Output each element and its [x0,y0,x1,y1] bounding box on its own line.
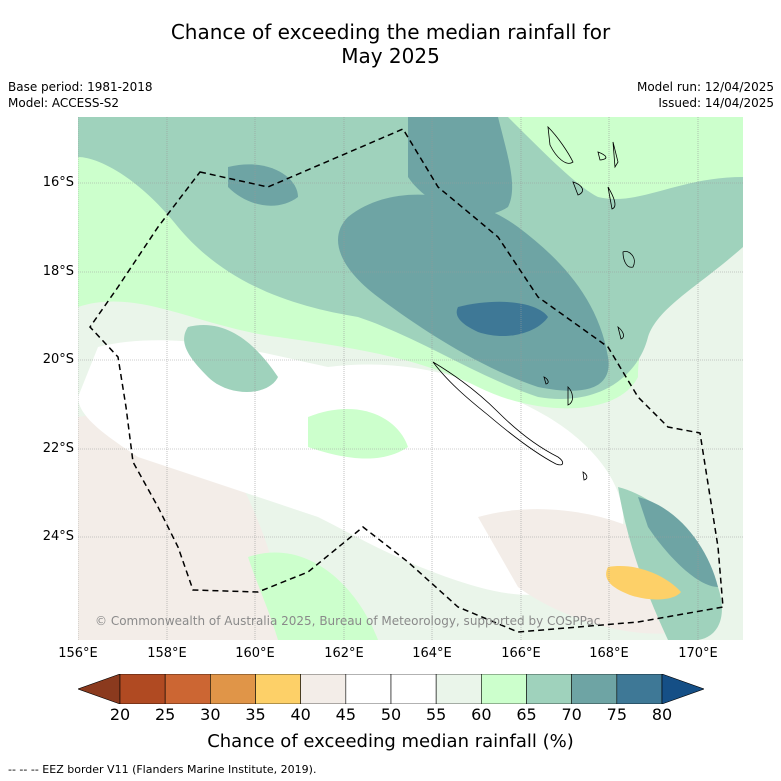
eez-border [89,128,724,633]
colorbar-swatch [435,674,482,704]
lat-label: 18°S [42,264,74,279]
colorbar-tick-label: 45 [335,705,356,724]
copyright-text: © Commonwealth of Australia 2025, Bureau… [95,614,601,628]
issued-date: Issued: 14/04/2025 [658,96,774,110]
colorbar-swatch [300,674,347,704]
colorbar-swatch [345,674,392,704]
region-65-south [248,552,378,640]
colorbar-label: Chance of exceeding median rainfall (%) [207,731,574,752]
colorbar-tick-label: 55 [425,705,447,724]
colorbar-tick-label: 30 [200,705,221,724]
region-70-southeast [618,487,722,640]
colorbar-swatch [255,674,301,704]
meta-left: Base period: 1981-2018 Model: ACCESS-S2 [8,79,153,111]
vanuatu-islands [543,125,635,481]
lon-label: 164°E [412,646,452,661]
colorbar-swatch [390,674,437,704]
colorbar-tick-label: 40 [290,705,311,724]
graticule [78,117,743,640]
region-75-southeast [638,497,718,587]
colorbar-tick-label: 75 [606,705,627,724]
colorbar-swatch [210,674,256,704]
region-35-southeast [606,566,681,600]
model-name: Model: ACCESS-S2 [8,96,120,110]
lon-label: 160°E [235,646,275,661]
colorbar-tick-label: 35 [245,705,266,724]
title-line-1: Chance of exceeding the median rainfall … [170,20,611,44]
new-caledonia-coast [432,361,564,466]
region-75-central [338,194,609,391]
rainfall-map [78,117,743,640]
colorbar-tick-label: 80 [651,705,673,724]
lon-label: 166°E [501,646,541,661]
colorbar-swatch [119,674,166,704]
colorbar-swatch [526,674,572,704]
map-title: Chance of exceeding the median rainfall … [0,20,781,68]
colorbar-tick-label: 60 [471,705,492,724]
lon-label: 170°E [678,646,718,661]
lon-label: 156°E [58,646,98,661]
region-80-central [456,301,548,337]
colorbar-swatch [571,674,618,704]
lat-label: 22°S [42,441,74,456]
colorbar-swatches [78,674,704,704]
lon-label: 162°E [324,646,364,661]
region-65-west [308,408,408,459]
colorbar-extend-high [661,674,704,704]
base-period: Base period: 1981-2018 [8,80,153,94]
colorbar-extend-low [78,674,121,704]
colorbar-tick-label: 20 [109,705,131,724]
colorbar-tick-label: 70 [561,705,582,724]
model-run: Model run: 12/04/2025 [636,80,774,94]
colorbar [78,674,704,704]
lat-label: 16°S [42,175,74,190]
lon-label: 158°E [147,646,187,661]
lat-label: 20°S [42,352,74,367]
colorbar-swatch [164,674,211,704]
colorbar-swatch [616,674,663,704]
colorbar-tick-label: 25 [154,705,176,724]
region-75-north [408,117,513,216]
lon-label: 168°E [589,646,629,661]
region-70-west [184,325,278,392]
title-line-2: May 2025 [341,44,440,68]
region-75-northwest [228,164,298,206]
meta-right: Model run: 12/04/2025 Issued: 14/04/2025 [637,79,774,111]
eez-footer-note: -- -- -- EEZ border V11 (Flanders Marine… [8,763,317,776]
colorbar-tick-label: 65 [516,705,537,724]
lat-label: 24°S [42,529,74,544]
colorbar-tick-label: 50 [380,705,402,724]
colorbar-swatch [481,674,527,704]
